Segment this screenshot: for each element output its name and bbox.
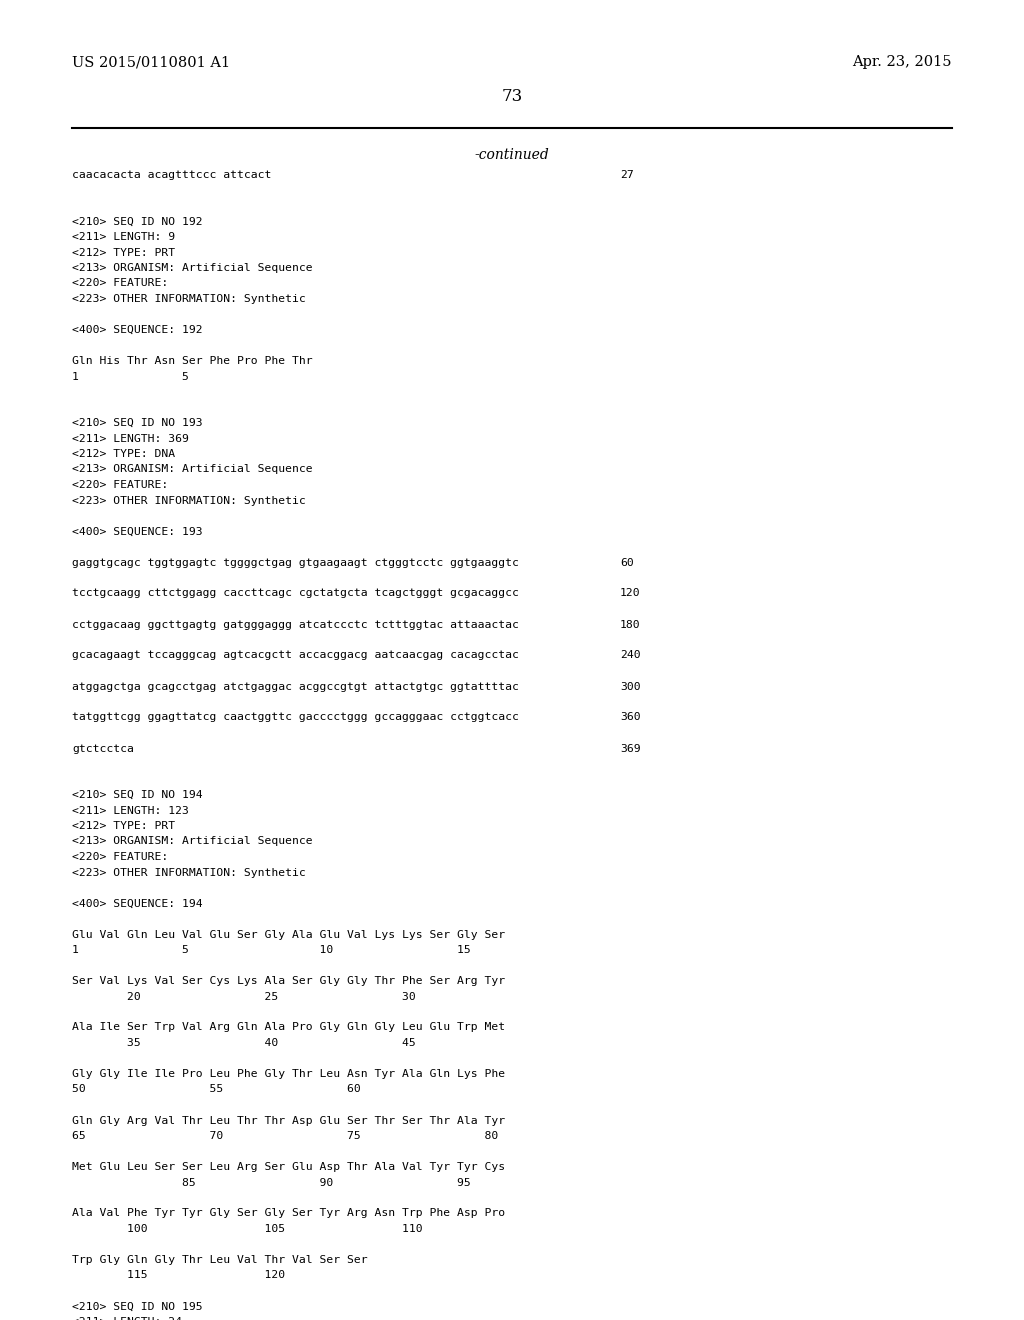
Text: gtctcctca: gtctcctca (72, 743, 134, 754)
Text: Met Glu Leu Ser Ser Leu Arg Ser Glu Asp Thr Ala Val Tyr Tyr Cys: Met Glu Leu Ser Ser Leu Arg Ser Glu Asp … (72, 1162, 505, 1172)
Text: gcacagaagt tccagggcag agtcacgctt accacggacg aatcaacgag cacagcctac: gcacagaagt tccagggcag agtcacgctt accacgg… (72, 651, 519, 660)
Text: 27: 27 (620, 170, 634, 180)
Text: <213> ORGANISM: Artificial Sequence: <213> ORGANISM: Artificial Sequence (72, 837, 312, 846)
Text: <400> SEQUENCE: 193: <400> SEQUENCE: 193 (72, 527, 203, 536)
Text: Gln Gly Arg Val Thr Leu Thr Thr Asp Glu Ser Thr Ser Thr Ala Tyr: Gln Gly Arg Val Thr Leu Thr Thr Asp Glu … (72, 1115, 505, 1126)
Text: <213> ORGANISM: Artificial Sequence: <213> ORGANISM: Artificial Sequence (72, 263, 312, 273)
Text: Trp Gly Gln Gly Thr Leu Val Thr Val Ser Ser: Trp Gly Gln Gly Thr Leu Val Thr Val Ser … (72, 1255, 368, 1265)
Text: caacacacta acagtttccc attcact: caacacacta acagtttccc attcact (72, 170, 271, 180)
Text: <400> SEQUENCE: 194: <400> SEQUENCE: 194 (72, 899, 203, 908)
Text: 60: 60 (620, 557, 634, 568)
Text: Ala Val Phe Tyr Tyr Gly Ser Gly Ser Tyr Arg Asn Trp Phe Asp Pro: Ala Val Phe Tyr Tyr Gly Ser Gly Ser Tyr … (72, 1209, 505, 1218)
Text: Ala Ile Ser Trp Val Arg Gln Ala Pro Gly Gln Gly Leu Glu Trp Met: Ala Ile Ser Trp Val Arg Gln Ala Pro Gly … (72, 1023, 505, 1032)
Text: 369: 369 (620, 743, 641, 754)
Text: <220> FEATURE:: <220> FEATURE: (72, 480, 168, 490)
Text: 20                  25                  30: 20 25 30 (72, 991, 416, 1002)
Text: 1               5: 1 5 (72, 371, 188, 381)
Text: <220> FEATURE:: <220> FEATURE: (72, 851, 168, 862)
Text: 300: 300 (620, 681, 641, 692)
Text: cctggacaag ggcttgagtg gatgggaggg atcatccctc tctttggtac attaaactac: cctggacaag ggcttgagtg gatgggaggg atcatcc… (72, 619, 519, 630)
Text: <220> FEATURE:: <220> FEATURE: (72, 279, 168, 289)
Text: Glu Val Gln Leu Val Glu Ser Gly Ala Glu Val Lys Lys Ser Gly Ser: Glu Val Gln Leu Val Glu Ser Gly Ala Glu … (72, 929, 505, 940)
Text: US 2015/0110801 A1: US 2015/0110801 A1 (72, 55, 230, 69)
Text: 1               5                   10                  15: 1 5 10 15 (72, 945, 471, 954)
Text: <212> TYPE: PRT: <212> TYPE: PRT (72, 821, 175, 832)
Text: 240: 240 (620, 651, 641, 660)
Text: 100                 105                 110: 100 105 110 (72, 1224, 423, 1234)
Text: <400> SEQUENCE: 192: <400> SEQUENCE: 192 (72, 325, 203, 335)
Text: Gln His Thr Asn Ser Phe Pro Phe Thr: Gln His Thr Asn Ser Phe Pro Phe Thr (72, 356, 312, 366)
Text: 180: 180 (620, 619, 641, 630)
Text: Gly Gly Ile Ile Pro Leu Phe Gly Thr Leu Asn Tyr Ala Gln Lys Phe: Gly Gly Ile Ile Pro Leu Phe Gly Thr Leu … (72, 1069, 505, 1078)
Text: <213> ORGANISM: Artificial Sequence: <213> ORGANISM: Artificial Sequence (72, 465, 312, 474)
Text: 115                 120: 115 120 (72, 1270, 285, 1280)
Text: <223> OTHER INFORMATION: Synthetic: <223> OTHER INFORMATION: Synthetic (72, 495, 306, 506)
Text: tatggttcgg ggagttatcg caactggttc gacccctggg gccagggaac cctggtcacc: tatggttcgg ggagttatcg caactggttc gacccct… (72, 713, 519, 722)
Text: <211> LENGTH: 123: <211> LENGTH: 123 (72, 805, 188, 816)
Text: <210> SEQ ID NO 193: <210> SEQ ID NO 193 (72, 418, 203, 428)
Text: atggagctga gcagcctgag atctgaggac acggccgtgt attactgtgc ggtattttac: atggagctga gcagcctgag atctgaggac acggccg… (72, 681, 519, 692)
Text: gaggtgcagc tggtggagtc tggggctgag gtgaagaagt ctgggtcctc ggtgaaggtc: gaggtgcagc tggtggagtc tggggctgag gtgaaga… (72, 557, 519, 568)
Text: <211> LENGTH: 24: <211> LENGTH: 24 (72, 1317, 182, 1320)
Text: <210> SEQ ID NO 194: <210> SEQ ID NO 194 (72, 789, 203, 800)
Text: <210> SEQ ID NO 192: <210> SEQ ID NO 192 (72, 216, 203, 227)
Text: -continued: -continued (475, 148, 549, 162)
Text: <223> OTHER INFORMATION: Synthetic: <223> OTHER INFORMATION: Synthetic (72, 867, 306, 878)
Text: <210> SEQ ID NO 195: <210> SEQ ID NO 195 (72, 1302, 203, 1312)
Text: 85                  90                  95: 85 90 95 (72, 1177, 471, 1188)
Text: <211> LENGTH: 9: <211> LENGTH: 9 (72, 232, 175, 242)
Text: tcctgcaagg cttctggagg caccttcagc cgctatgcta tcagctgggt gcgacaggcc: tcctgcaagg cttctggagg caccttcagc cgctatg… (72, 589, 519, 598)
Text: <223> OTHER INFORMATION: Synthetic: <223> OTHER INFORMATION: Synthetic (72, 294, 306, 304)
Text: 120: 120 (620, 589, 641, 598)
Text: 360: 360 (620, 713, 641, 722)
Text: Ser Val Lys Val Ser Cys Lys Ala Ser Gly Gly Thr Phe Ser Arg Tyr: Ser Val Lys Val Ser Cys Lys Ala Ser Gly … (72, 975, 505, 986)
Text: 35                  40                  45: 35 40 45 (72, 1038, 416, 1048)
Text: Apr. 23, 2015: Apr. 23, 2015 (853, 55, 952, 69)
Text: 50                  55                  60: 50 55 60 (72, 1085, 360, 1094)
Text: 73: 73 (502, 88, 522, 106)
Text: <212> TYPE: DNA: <212> TYPE: DNA (72, 449, 175, 459)
Text: 65                  70                  75                  80: 65 70 75 80 (72, 1131, 499, 1140)
Text: <212> TYPE: PRT: <212> TYPE: PRT (72, 248, 175, 257)
Text: <211> LENGTH: 369: <211> LENGTH: 369 (72, 433, 188, 444)
